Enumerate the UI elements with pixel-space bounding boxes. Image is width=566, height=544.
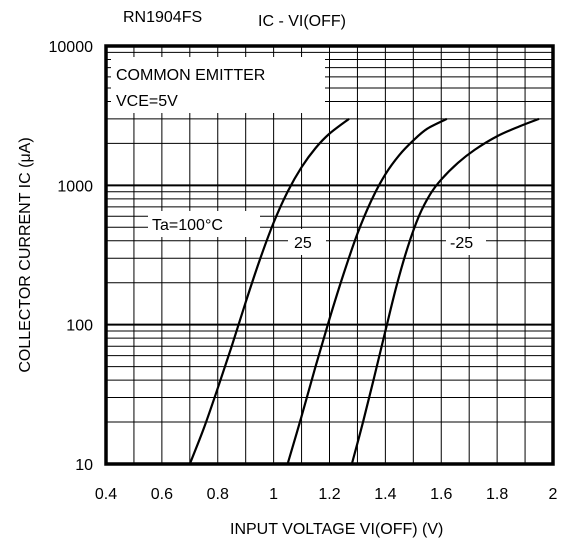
condition-box — [111, 57, 325, 113]
curves — [188, 117, 540, 465]
y-tick-labels: 10 100 1000 10000 — [49, 39, 94, 474]
x-tick-label: 1.2 — [318, 486, 340, 503]
x-tick-label: 0.6 — [151, 486, 173, 503]
part-number: RN1904FS — [123, 9, 202, 26]
series-line-2 — [350, 117, 540, 465]
series-label-25: 25 — [294, 235, 312, 252]
label-bg-100 — [148, 211, 260, 237]
y-tick-label: 1000 — [57, 178, 93, 195]
x-tick-label: 1 — [269, 486, 278, 503]
chart-title: IC - VI(OFF) — [258, 13, 346, 30]
y-axis-label: COLLECTOR CURRENT IC (μA) — [17, 137, 34, 372]
y-tick-label: 10000 — [49, 39, 94, 56]
series-line-1 — [286, 117, 448, 465]
x-axis-label: INPUT VOLTAGE VI(OFF) (V) — [230, 521, 443, 538]
series-line-0 — [188, 117, 350, 465]
x-tick-label: 1.4 — [374, 486, 396, 503]
x-tick-label: 1.8 — [486, 486, 508, 503]
x-tick-label: 0.4 — [95, 486, 117, 503]
condition-common-emitter: COMMON EMITTER — [116, 67, 265, 84]
label-bg-25 — [288, 229, 326, 255]
x-tick-labels: 0.4 0.6 0.8 1 1.2 1.4 1.6 1.8 2 — [95, 486, 558, 503]
x-tick-label: 2 — [549, 486, 558, 503]
x-tick-label: 0.8 — [207, 486, 229, 503]
y-tick-label: 100 — [66, 318, 93, 335]
plot-frame — [104, 44, 555, 466]
series-label-100: Ta=100°C — [152, 217, 223, 234]
x-tick-label: 1.6 — [430, 486, 452, 503]
series-label-minus25: -25 — [450, 235, 473, 252]
y-tick-label: 10 — [75, 457, 93, 474]
label-bg-minus25 — [446, 229, 486, 255]
condition-vce: VCE=5V — [116, 93, 178, 110]
